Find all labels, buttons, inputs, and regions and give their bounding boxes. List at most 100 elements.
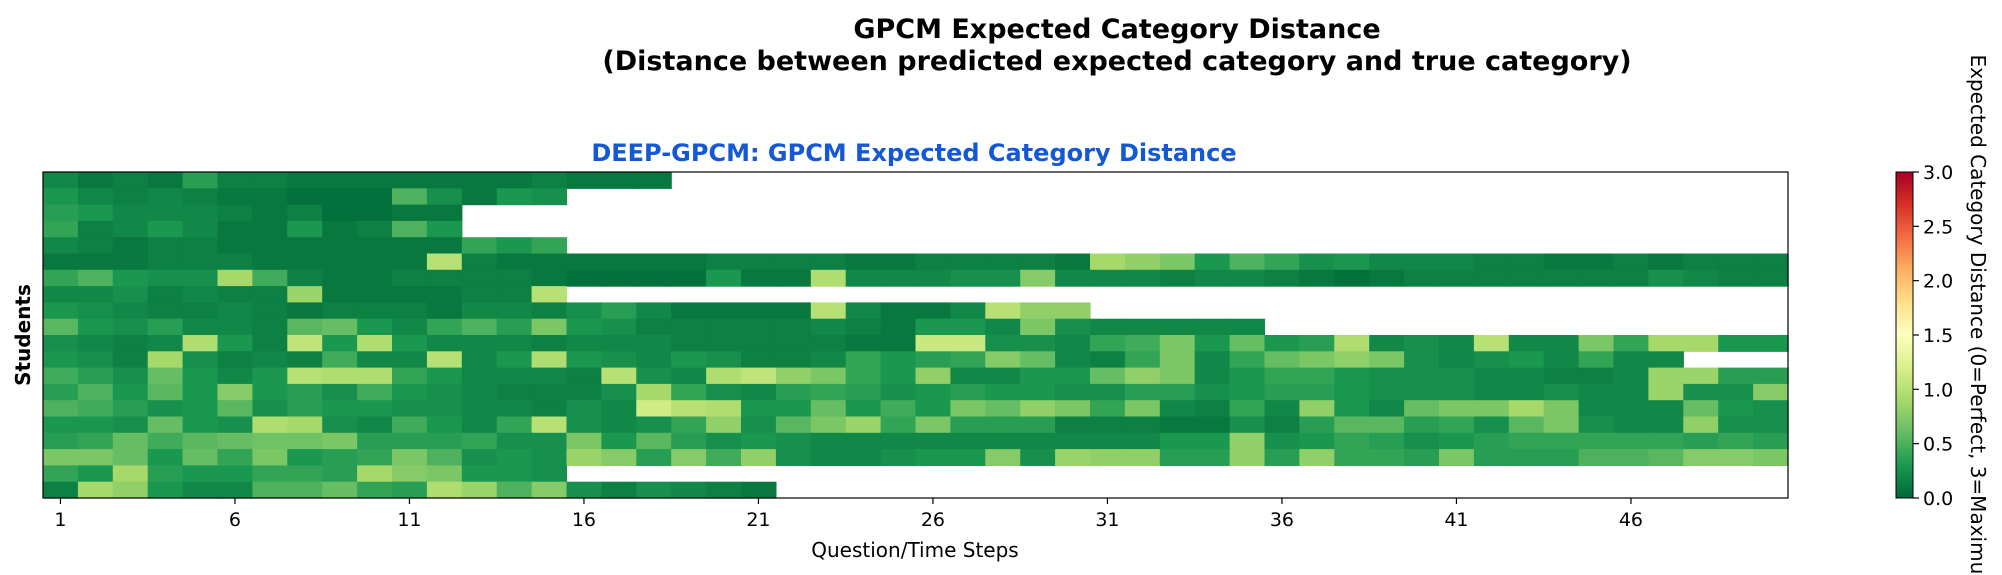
heatmap-cell bbox=[810, 269, 847, 287]
heatmap-cell bbox=[566, 367, 602, 385]
heatmap-cell bbox=[566, 383, 602, 401]
heatmap-cell bbox=[1299, 449, 1335, 466]
x-tick-label: 26 bbox=[921, 509, 945, 531]
heatmap-cell bbox=[1753, 269, 1789, 287]
heatmap-cell bbox=[252, 416, 288, 434]
heatmap-cell bbox=[112, 449, 149, 466]
heatmap-cell bbox=[322, 481, 358, 499]
heatmap-cell bbox=[182, 269, 219, 287]
colorbar-ticks: 0.0 0.5 1.0 1.5 2.0 2.5 3.0 bbox=[1913, 162, 1953, 510]
heatmap-cell bbox=[1264, 269, 1300, 287]
heatmap-cell bbox=[1473, 253, 1510, 271]
heatmap-cell bbox=[1578, 351, 1615, 369]
heatmap-cell bbox=[357, 220, 393, 238]
heatmap-cell bbox=[1124, 383, 1161, 401]
heatmap-cell bbox=[461, 302, 498, 320]
heatmap-cell bbox=[426, 383, 463, 401]
heatmap-cell bbox=[43, 302, 79, 320]
heatmap-cell bbox=[845, 351, 882, 369]
heatmap-cell bbox=[985, 335, 1021, 352]
heatmap-cell bbox=[775, 383, 812, 401]
heatmap-cell bbox=[566, 416, 602, 434]
heatmap-cell bbox=[706, 269, 742, 287]
heatmap-cell bbox=[217, 253, 253, 271]
heatmap-cell bbox=[322, 416, 358, 434]
heatmap-cell bbox=[322, 367, 358, 385]
heatmap-cell bbox=[392, 400, 428, 418]
heatmap-cell bbox=[461, 253, 498, 271]
heatmap-cell bbox=[461, 481, 498, 499]
heatmap-cell bbox=[322, 286, 358, 303]
heatmap-cell bbox=[1439, 400, 1475, 418]
heatmap-cell bbox=[531, 481, 568, 499]
heatmap-cell bbox=[1299, 269, 1335, 287]
heatmap-cell bbox=[461, 351, 498, 369]
heatmap-cell bbox=[1648, 335, 1684, 352]
heatmap-cell bbox=[810, 302, 847, 320]
heatmap-cell bbox=[636, 253, 672, 271]
heatmap-cell bbox=[77, 286, 114, 303]
x-tick-label: 21 bbox=[746, 509, 770, 531]
heatmap-cell bbox=[357, 481, 393, 499]
heatmap-cell bbox=[1334, 449, 1370, 466]
heatmap-cell bbox=[392, 465, 428, 483]
heatmap-cell bbox=[601, 449, 637, 466]
heatmap-cell bbox=[1334, 383, 1370, 401]
heatmap-cell bbox=[357, 188, 393, 206]
heatmap-cell bbox=[1090, 253, 1126, 271]
heatmap-cell bbox=[392, 335, 428, 352]
heatmap-cell bbox=[77, 481, 114, 499]
heatmap-cell bbox=[1648, 269, 1684, 287]
heatmap-cell bbox=[357, 367, 393, 385]
heatmap-cell bbox=[182, 465, 219, 483]
heatmap-cell bbox=[1648, 416, 1684, 434]
heatmap-cell bbox=[77, 416, 114, 434]
heatmap-cell bbox=[1753, 449, 1789, 466]
heatmap-cell bbox=[1543, 335, 1580, 352]
heatmap-cell bbox=[601, 400, 637, 418]
heatmap-cell bbox=[77, 172, 114, 189]
heatmap-cell bbox=[1718, 383, 1754, 401]
heatmap-cell bbox=[77, 188, 114, 206]
heatmap-cell bbox=[1683, 253, 1719, 271]
heatmap-cell bbox=[1159, 269, 1196, 287]
heatmap-cell bbox=[77, 449, 114, 466]
heatmap-cell bbox=[1508, 416, 1545, 434]
heatmap-cell bbox=[636, 432, 672, 450]
heatmap-cell bbox=[1369, 253, 1405, 271]
heatmap-cell bbox=[112, 188, 149, 206]
heatmap-cell bbox=[252, 400, 288, 418]
heatmap-cell bbox=[147, 253, 184, 271]
heatmap-cell bbox=[112, 383, 149, 401]
heatmap-cell bbox=[1020, 269, 1056, 287]
heatmap-cell bbox=[1229, 253, 1266, 271]
heatmap-cell bbox=[1229, 449, 1266, 466]
heatmap-cell bbox=[706, 400, 742, 418]
heatmap-cell bbox=[1124, 253, 1161, 271]
heatmap-cell bbox=[252, 188, 288, 206]
heatmap-cell bbox=[1404, 449, 1440, 466]
heatmap-cell bbox=[950, 351, 986, 369]
heatmap-cell bbox=[252, 367, 288, 385]
heatmap-cell bbox=[741, 481, 777, 499]
heatmap-cell bbox=[706, 318, 742, 336]
heatmap-cell bbox=[147, 416, 184, 434]
heatmap-cell bbox=[322, 449, 358, 466]
heatmap-cell bbox=[392, 432, 428, 450]
heatmap-cell bbox=[1683, 400, 1719, 418]
heatmap-cell bbox=[636, 400, 672, 418]
heatmap-cell bbox=[1404, 400, 1440, 418]
x-tick-label: 6 bbox=[229, 509, 241, 531]
heatmap-cell bbox=[1543, 383, 1580, 401]
heatmap-cell bbox=[985, 449, 1021, 466]
heatmap-cell bbox=[1090, 367, 1126, 385]
heatmap-cell bbox=[915, 400, 951, 418]
heatmap-cell bbox=[217, 383, 253, 401]
heatmap-cell bbox=[1124, 335, 1161, 352]
heatmap-cell bbox=[147, 302, 184, 320]
heatmap-cell bbox=[357, 351, 393, 369]
heatmap-cell bbox=[950, 367, 986, 385]
heatmap-cell bbox=[182, 351, 219, 369]
heatmap-cell bbox=[43, 237, 79, 255]
heatmap-cell bbox=[636, 481, 672, 499]
